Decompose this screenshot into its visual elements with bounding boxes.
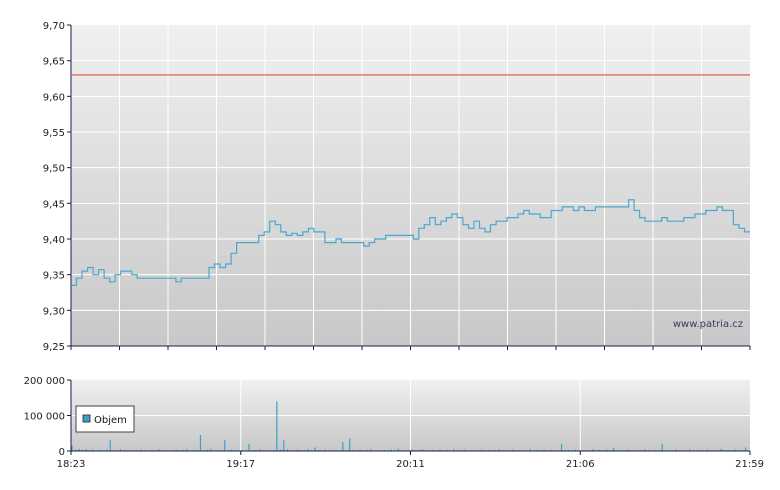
- x-tick-label: 21:06: [566, 459, 595, 470]
- legend-swatch: [82, 414, 91, 423]
- price-y-tick-label: 9,60: [43, 92, 65, 103]
- x-tick-label: 21:59: [735, 459, 764, 470]
- price-series-line: [71, 199, 750, 286]
- price-y-tick-label: 9,25: [43, 342, 65, 353]
- price-y-tick-label: 9,30: [43, 306, 65, 317]
- price-y-tick-label: 9,70: [43, 21, 65, 32]
- price-chart: 9,25 9,30 9,35 9,40 9,45 9,50 9,55 9,60 9,65 9,70: [43, 21, 751, 353]
- volume-chart: 0 100 000 200 000 18:23 19:17 20:11 21:06 21:59: [24, 376, 764, 470]
- volume-legend: Objem: [75, 405, 135, 433]
- price-y-tick-label: 9,65: [43, 57, 65, 68]
- volume-y-tick-label: 200 000: [24, 376, 65, 387]
- x-tick-label: 20:11: [396, 459, 425, 470]
- price-y-tick-label: 9,35: [43, 271, 65, 282]
- price-y-tick-label: 9,55: [43, 128, 65, 139]
- x-tick-label: 19:17: [226, 459, 255, 470]
- volume-y-tick-label: 100 000: [24, 412, 65, 423]
- volume-y-tick-label: 0: [59, 447, 65, 458]
- legend-label: Objem: [94, 415, 127, 426]
- price-y-tick-label: 9,50: [43, 164, 65, 175]
- watermark: www.patria.cz: [673, 319, 743, 330]
- price-y-tick-label: 9,45: [43, 199, 65, 210]
- price-y-tick-label: 9,40: [43, 235, 65, 246]
- x-tick-label: 18:23: [57, 459, 86, 470]
